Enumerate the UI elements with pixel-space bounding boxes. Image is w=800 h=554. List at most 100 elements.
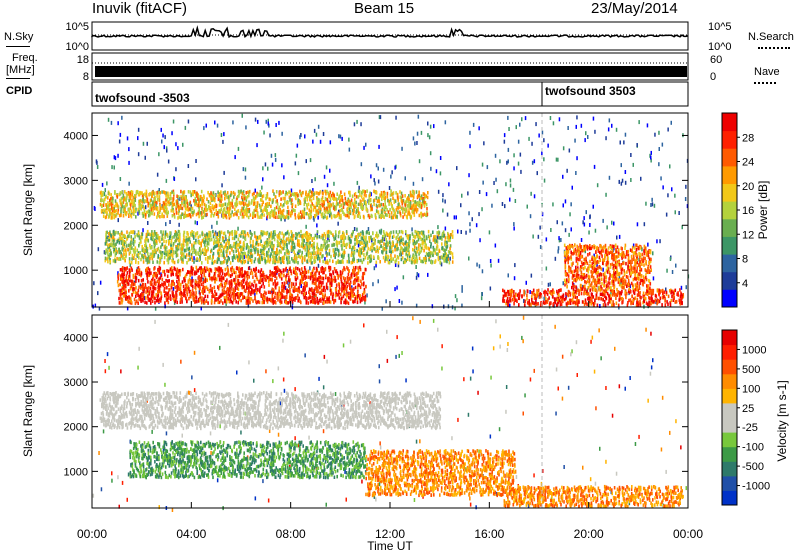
range-gate-cell (258, 279, 260, 284)
range-gate-cell (201, 199, 204, 204)
range-gate-cell (117, 273, 120, 277)
range-gate-cell (261, 198, 263, 202)
range-gate-cell (390, 174, 392, 179)
range-gate-cell (611, 220, 613, 225)
range-gate-cell (204, 233, 206, 238)
range-gate-cell (406, 254, 409, 258)
range-gate-cell (285, 249, 288, 253)
range-gate-cell (395, 208, 398, 212)
range-gate-cell (228, 257, 230, 261)
range-gate-cell (101, 193, 104, 197)
range-gate-cell (251, 271, 254, 275)
range-gate-cell (181, 202, 183, 206)
range-gate-cell (421, 238, 424, 242)
range-gate-cell (183, 197, 186, 202)
range-gate-cell (144, 215, 147, 219)
range-gate-cell (624, 132, 627, 137)
range-gate-cell (278, 241, 281, 246)
range-gate-cell (443, 233, 445, 238)
range-gate-cell (524, 116, 527, 121)
range-gate-cell (201, 196, 203, 201)
range-gate-cell (119, 132, 122, 137)
range-gate-cell (371, 243, 374, 248)
range-gate-cell (117, 211, 119, 215)
range-gate-cell (138, 236, 141, 240)
range-gate-cell (268, 123, 270, 128)
range-gate-cell (306, 203, 308, 207)
range-gate-cell (173, 295, 175, 299)
range-gate-cell (310, 194, 312, 199)
range-gate-cell (156, 172, 159, 177)
range-gate-cell (124, 248, 127, 252)
range-gate-cell (183, 215, 185, 219)
range-gate-cell (290, 271, 293, 276)
range-gate-cell (213, 277, 216, 281)
range-gate-cell (115, 209, 118, 213)
range-gate-cell (332, 196, 334, 200)
range-gate-cell (423, 258, 425, 262)
range-gate-cell (156, 233, 159, 238)
range-gate-cell (347, 253, 350, 258)
range-gate-cell (529, 214, 532, 219)
range-gate-cell (106, 250, 109, 254)
range-gate-cell (241, 198, 244, 203)
range-gate-cell (324, 256, 326, 261)
range-gate-cell (330, 203, 333, 207)
range-gate-cell (235, 245, 238, 250)
range-gate-cell (271, 292, 274, 296)
range-gate-cell (246, 231, 249, 236)
range-gate-cell (361, 241, 363, 245)
range-gate-cell (210, 191, 212, 195)
range-gate-cell (243, 260, 245, 265)
range-gate-cell (134, 235, 136, 239)
range-gate-cell (329, 140, 332, 145)
range-gate-cell (460, 203, 462, 208)
range-gate-cell (373, 247, 376, 251)
range-gate-cell (322, 191, 324, 196)
range-gate-cell (213, 232, 216, 236)
range-gate-cell (282, 242, 285, 247)
range-gate-cell (279, 190, 281, 194)
range-gate-cell (267, 241, 269, 246)
range-gate-cell (385, 231, 388, 235)
range-gate-cell (137, 278, 140, 283)
range-gate-cell (513, 276, 516, 281)
range-gate-cell (295, 232, 297, 236)
range-gate-cell (359, 190, 361, 194)
range-gate-cell (465, 230, 467, 235)
range-gate-cell (415, 254, 418, 259)
range-gate-cell (214, 276, 217, 281)
range-gate-cell (145, 246, 148, 251)
range-gate-cell (118, 247, 120, 252)
range-gate-cell (319, 210, 321, 214)
range-gate-cell (391, 192, 393, 197)
range-gate-cell (310, 234, 312, 238)
range-gate-cell (207, 256, 209, 260)
range-gate-cell (305, 224, 307, 229)
range-gate-cell (320, 235, 322, 240)
range-gate-cell (416, 250, 418, 254)
range-gate-cell (419, 231, 421, 235)
range-gate-cell (273, 207, 276, 211)
range-gate-cell (275, 123, 277, 127)
range-gate-cell (129, 263, 131, 268)
range-gate-cell (425, 213, 427, 217)
range-gate-cell (298, 254, 301, 259)
range-gate-cell (269, 133, 271, 138)
range-gate-cell (382, 167, 385, 172)
range-gate-cell (297, 214, 299, 218)
range-gate-cell (182, 240, 185, 244)
range-gate-cell (658, 130, 660, 135)
range-gate-cell (671, 187, 673, 192)
range-gate-cell (163, 208, 165, 213)
range-gate-cell (349, 240, 352, 244)
range-gate-cell (233, 232, 236, 236)
range-gate-cell (161, 242, 164, 246)
range-gate-cell (200, 189, 203, 194)
range-gate-cell (585, 131, 587, 136)
range-gate-cell (318, 256, 321, 261)
range-gate-cell (129, 278, 131, 283)
range-gate-cell (602, 267, 604, 272)
range-gate-cell (211, 261, 213, 265)
range-gate-cell (112, 245, 115, 250)
